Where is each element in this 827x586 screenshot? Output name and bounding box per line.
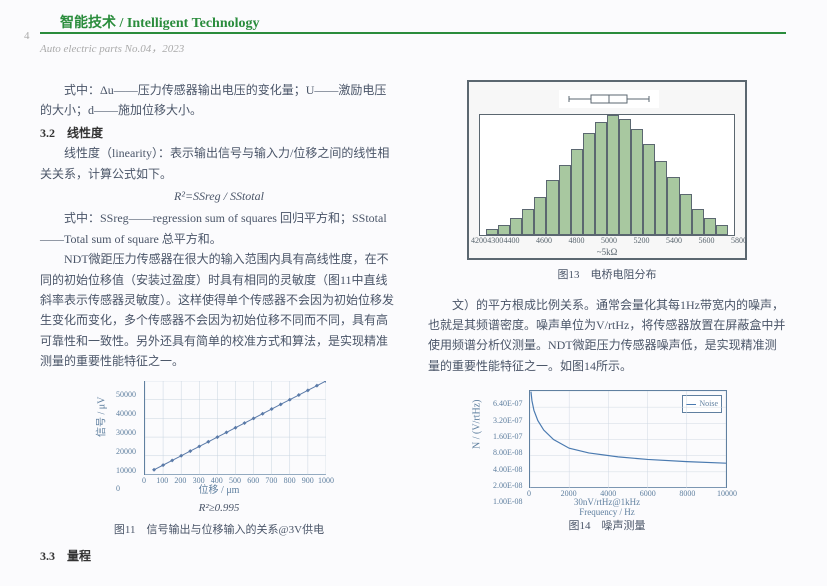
p-linearity: 线性度（linearity）：表示输出信号与输入力/位移之间的线性相关关系，计算… [40, 143, 398, 184]
figure-14: N / (V/rtHz) Noise 1.00E-082.00E-084.00E… [477, 384, 737, 514]
p-ndt: NDT微距压力传感器在很大的输入范围内具有高线性度，在不同的初始位移值（安装过盈… [40, 249, 398, 371]
fig14-xlabel: 30nV/rtHz@1kHz Frequency / Hz [574, 498, 640, 518]
fig13-xlabel: ~5kΩ [597, 245, 618, 260]
page-number: 4 [24, 30, 30, 42]
fig13-boxplot-area [559, 90, 659, 108]
section-3-2: 3.2 线性度 [40, 123, 398, 143]
left-column: 式中：Δu——压力传感器输出电压的变化量；U——激励电压的大小；d——施加位移大… [40, 80, 398, 566]
p-noise: 文）的平方根成比例关系。通常会量化其每1Hz带宽内的噪声，也就是其频谱密度。噪声… [428, 295, 786, 377]
content-area: 式中：Δu——压力传感器输出电压的变化量；U——激励电压的大小；d——施加位移大… [40, 80, 786, 566]
figure-13: 4200430044004600480050005200540056005800… [467, 80, 747, 260]
p-ssreg: 式中：SSreg——regression sum of squares 回归平方… [40, 208, 398, 249]
formula-r2: R²=SSreg / SStotal [40, 186, 398, 206]
fig14-caption: 图14 噪声测量 [428, 517, 786, 536]
fig14-ylabel: N / (V/rtHz) [469, 400, 486, 449]
page-meta: Auto electric parts No.04，2023 [40, 40, 184, 56]
fig13-boxplot-svg [559, 90, 659, 108]
fig11-caption: 图11 信号输出与位移输入的关系@3V供电 [40, 521, 398, 540]
fig11-ylabel: 信号 / μV [94, 397, 111, 437]
fig11-r2: R²≥0.995 [40, 499, 398, 518]
fig14-svg [530, 391, 726, 488]
header-rule [40, 32, 786, 34]
right-column: 4200430044004600480050005200540056005800… [428, 80, 786, 566]
fig11-plot [144, 381, 326, 475]
page-header: 智能技术 / Intelligent Technology [60, 12, 260, 32]
fig13-caption: 图13 电桥电阻分布 [428, 266, 786, 285]
fig13-histogram-area [479, 114, 735, 236]
figure-11: 信号 / μV 位移 / μm 010000200003000040000500… [104, 377, 334, 497]
fig14-plot: Noise [529, 390, 727, 488]
section-3-3: 3.3 量程 [40, 546, 398, 566]
p-formula-desc: 式中：Δu——压力传感器输出电压的变化量；U——激励电压的大小；d——施加位移大… [40, 80, 398, 121]
fig11-svg [145, 381, 326, 474]
fig13-bars [486, 115, 728, 235]
